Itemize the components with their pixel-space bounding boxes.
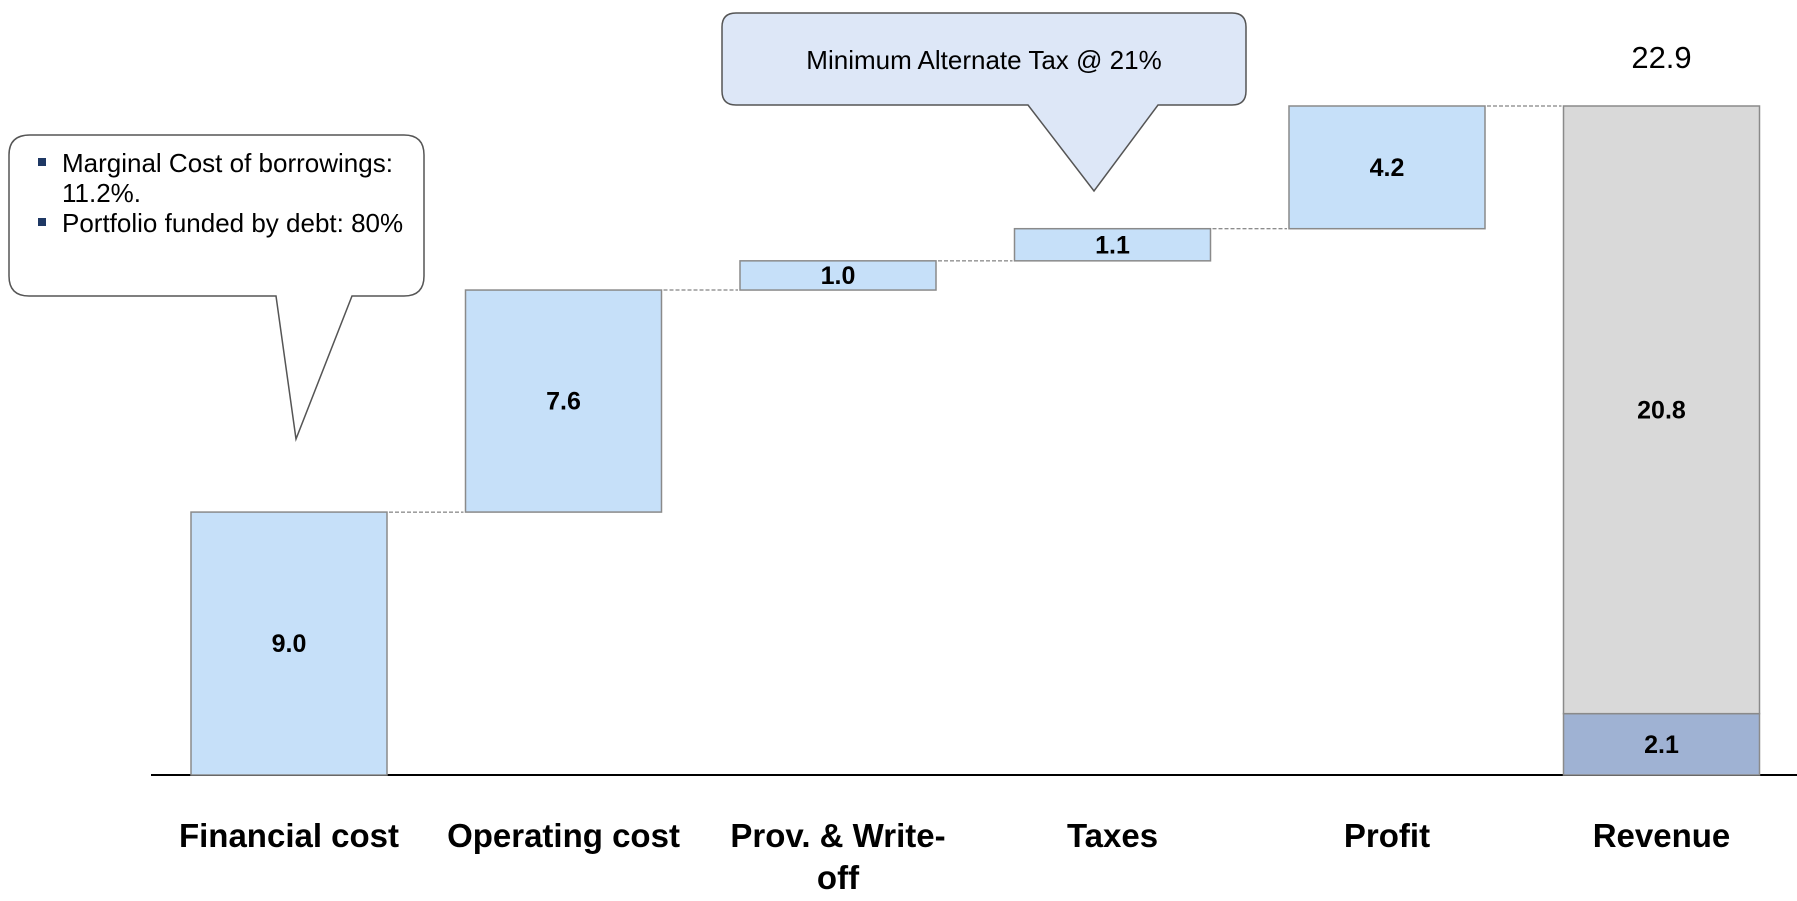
bar bbox=[1013, 227, 1212, 262]
data-label: 1.0 bbox=[821, 262, 856, 290]
data-label: 1.1 bbox=[1095, 231, 1130, 259]
data-label: 7.6 bbox=[546, 388, 581, 416]
callout-text: Minimum Alternate Tax @ 21% bbox=[806, 45, 1162, 75]
total-label: 22.9 bbox=[1631, 40, 1691, 75]
x-tick-label: Revenue bbox=[1592, 817, 1731, 854]
x-tick-label: Financial cost bbox=[178, 817, 400, 854]
callout-box bbox=[721, 12, 1247, 193]
callout-text: Marginal Cost of borrowings: 11.2%. Port… bbox=[32, 148, 422, 238]
x-tick-label: Operating cost bbox=[447, 817, 680, 854]
bar bbox=[190, 511, 388, 776]
bullet: Marginal Cost of borrowings: 11.2%. bbox=[38, 148, 422, 208]
bullet: Portfolio funded by debt: 80% bbox=[38, 208, 422, 238]
x-tick-label: Prov. & Write-off bbox=[730, 817, 946, 896]
data-label: 2.1 bbox=[1644, 731, 1679, 759]
bar bbox=[464, 289, 663, 513]
bar-segment bbox=[1562, 105, 1761, 715]
bar bbox=[1288, 105, 1486, 230]
x-tick-label: Taxes bbox=[1066, 817, 1159, 854]
bar bbox=[739, 260, 937, 291]
data-label: 4.2 bbox=[1370, 154, 1405, 182]
data-label: 9.0 bbox=[272, 630, 307, 658]
callout-box bbox=[8, 134, 425, 442]
data-label: 20.8 bbox=[1637, 396, 1686, 424]
x-tick-label: Profit bbox=[1343, 817, 1431, 854]
